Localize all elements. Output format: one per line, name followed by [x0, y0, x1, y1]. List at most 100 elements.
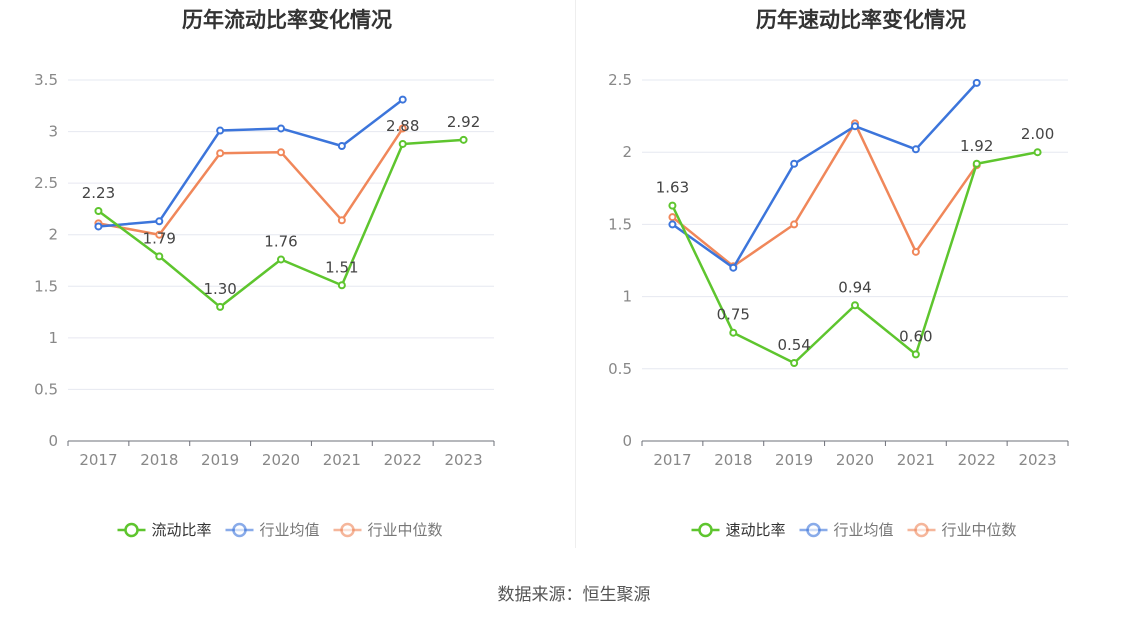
data-point: [398, 124, 407, 133]
data-point: [216, 126, 225, 135]
data-label: 1.79: [143, 229, 176, 247]
data-source-note: 数据来源：恒生聚源: [497, 585, 651, 605]
data-point: [398, 139, 407, 148]
legend-label: 流动比率: [152, 521, 212, 539]
data-point: [94, 222, 103, 231]
y-tick-label: 2.5: [608, 71, 632, 89]
data-point: [911, 350, 920, 359]
current-ratio-chart-panel: 历年流动比率变化情况 0 0.5 1 1.5 2 2.5 3 3.5 2017 2018 2019 2…: [0, 0, 574, 560]
y-tick-label: 0: [622, 432, 632, 450]
legend-label: 行业中位数: [368, 521, 443, 539]
data-point: [216, 149, 225, 158]
legend-marker: [124, 522, 139, 538]
legend-item-2: 行业中位数: [333, 521, 443, 539]
data-point: [851, 122, 859, 131]
data-point: [459, 135, 468, 144]
data-label: 1.30: [203, 280, 236, 298]
data-point: [337, 216, 346, 225]
data-point: [790, 359, 799, 368]
legend-item-1: 行业均值: [799, 521, 894, 539]
data-label: 0.94: [838, 278, 871, 296]
x-tick-label: 2017: [79, 451, 117, 469]
x-tick-label: 2018: [140, 451, 178, 469]
legend-item-2: 行业中位数: [907, 521, 1017, 539]
data-point: [972, 159, 981, 168]
panel-divider: [575, 0, 576, 548]
series-line-2: [98, 127, 404, 236]
data-point: [277, 124, 285, 133]
data-label: 2.88: [386, 117, 419, 135]
data-point: [1033, 148, 1042, 157]
legend-marker: [914, 522, 929, 538]
series-line-0: [671, 150, 1038, 365]
x-tick-label: 2019: [775, 451, 813, 469]
y-tick-label: 0.5: [34, 380, 58, 398]
y-tick-label: 3.5: [34, 71, 58, 89]
data-point: [155, 252, 164, 261]
y-tick-label: 2: [48, 226, 58, 244]
y-tick-label: 0: [48, 432, 58, 450]
series-line-1: [98, 98, 404, 228]
data-point: [668, 213, 677, 222]
data-point: [911, 247, 920, 256]
y-tick-label: 1.5: [608, 215, 632, 233]
current-ratio-chart: 0 0.5 1 1.5 2 2.5 3 3.5 2017 2018 2019 2020 2021 2022…: [34, 71, 495, 539]
data-label: 2.00: [1021, 125, 1054, 143]
x-tick-label: 2018: [714, 451, 752, 469]
x-tick-label: 2021: [897, 451, 935, 469]
x-tick-label: 2020: [262, 451, 300, 469]
quick-ratio-chart-panel: 历年速动比率变化情况 0 0.5 1 1.5 2 2.5 2017 2018 2019 2020 2…: [574, 0, 1148, 560]
data-label: 1.92: [960, 137, 993, 155]
legend-marker: [698, 522, 713, 538]
y-tick-label: 0.5: [608, 360, 632, 378]
legend-item-0: 流动比率: [117, 521, 212, 539]
data-point: [668, 201, 677, 210]
legend-item-1: 行业均值: [225, 521, 320, 539]
chart-title: 历年速动比率变化情况: [756, 8, 966, 32]
y-tick-label: 1: [48, 329, 58, 347]
legend-marker: [232, 522, 247, 538]
legend-marker: [340, 522, 355, 538]
data-point: [790, 220, 799, 229]
data-label: 1.51: [325, 258, 358, 276]
data-point: [729, 263, 738, 272]
data-label: 0.75: [717, 306, 750, 324]
y-tick-label: 1.5: [34, 277, 58, 295]
data-label: 0.60: [899, 327, 932, 345]
data-point: [851, 301, 859, 310]
legend-label: 行业均值: [834, 521, 894, 539]
series-line-2: [671, 122, 978, 268]
legend-label: 行业中位数: [942, 521, 1017, 539]
chart-title: 历年流动比率变化情况: [182, 8, 392, 32]
series-line-0: [97, 138, 464, 309]
data-point: [216, 302, 225, 311]
series-line-1: [671, 82, 978, 269]
x-tick-label: 2017: [653, 451, 691, 469]
quick-ratio-chart: 0 0.5 1 1.5 2 2.5 2017 2018 2019 2020 2021 2022 2023…: [608, 71, 1069, 539]
data-point: [398, 95, 407, 104]
data-point: [790, 159, 799, 168]
x-tick-label: 2020: [836, 451, 874, 469]
data-point: [668, 220, 677, 229]
data-point: [155, 230, 164, 239]
y-tick-label: 2.5: [34, 174, 58, 192]
data-label: 1.63: [656, 179, 689, 197]
data-point: [94, 206, 103, 215]
x-tick-label: 2019: [201, 451, 239, 469]
data-point: [337, 281, 346, 290]
x-tick-label: 2021: [323, 451, 361, 469]
data-label: 1.76: [264, 232, 297, 250]
data-label: 2.92: [447, 113, 480, 131]
x-tick-label: 2022: [384, 451, 422, 469]
data-point: [911, 145, 920, 154]
legend-label: 行业均值: [260, 521, 320, 539]
legend-label: 速动比率: [726, 521, 786, 539]
data-point: [155, 217, 164, 226]
y-tick-label: 3: [48, 123, 58, 141]
legend-marker: [806, 522, 821, 538]
data-point: [277, 148, 285, 157]
data-label: 2.23: [82, 184, 115, 202]
data-point: [337, 142, 346, 151]
y-tick-label: 1: [622, 288, 632, 306]
x-tick-label: 2023: [444, 451, 482, 469]
